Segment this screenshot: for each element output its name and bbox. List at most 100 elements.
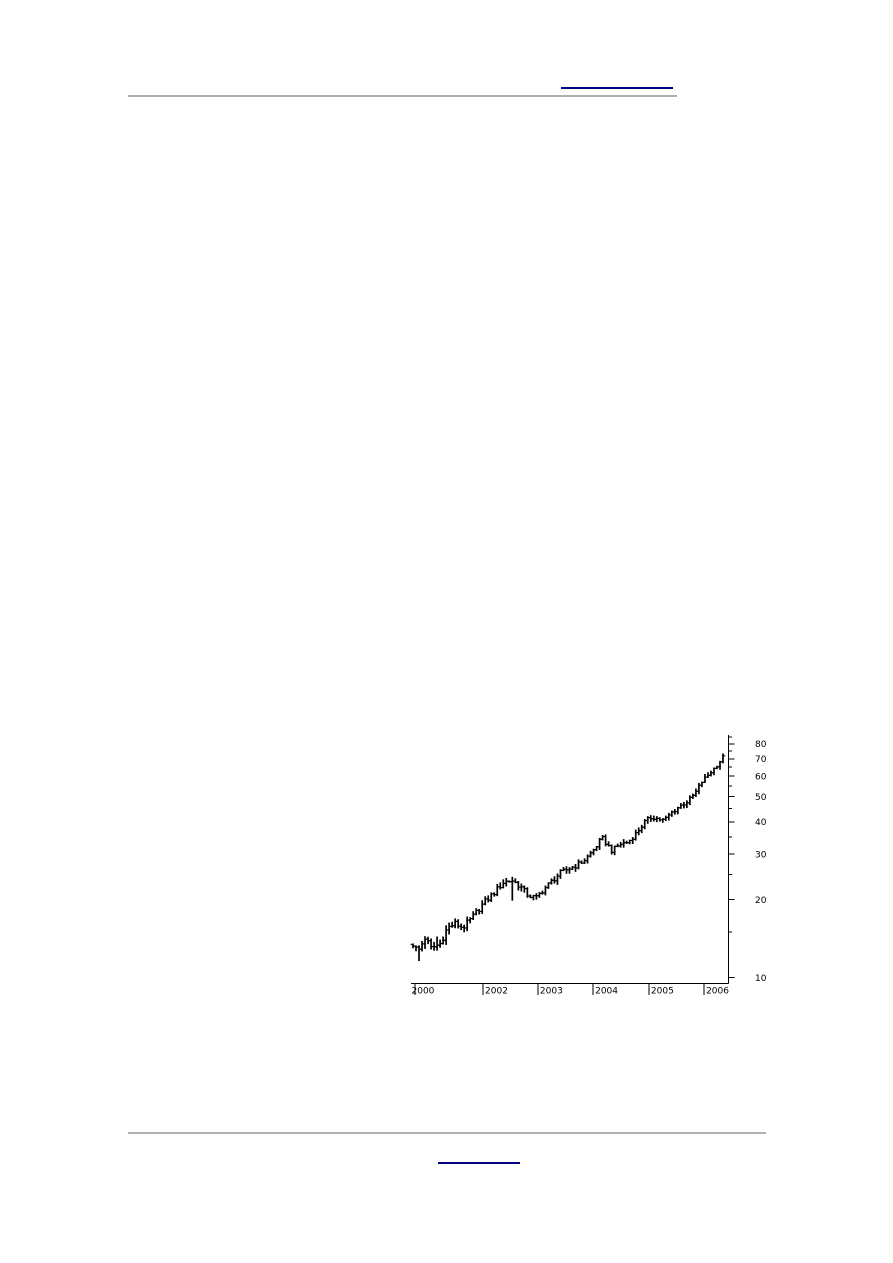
ohlc-open-tick [473,913,476,915]
y-axis-tick-label: 30 [755,850,767,860]
ohlc-open-tick [699,784,702,786]
ohlc-open-tick [494,894,497,896]
ohlc-open-tick [657,817,660,819]
y-axis-tick-label: 60 [755,772,767,782]
ohlc-bar [550,878,553,885]
ohlc-open-tick [588,855,591,857]
ohlc-open-tick [506,880,509,882]
ohlc-bar [430,938,432,950]
ohlc-bar [484,896,487,906]
ohlc-bar [704,774,706,784]
ohlc-open-tick [515,881,518,883]
ohlc-open-tick [543,892,545,894]
ohlc-bar [631,836,634,845]
ohlc-open-tick [663,818,666,820]
ohlc-bar [628,839,631,845]
header-rule [128,95,677,97]
ohlc-open-tick [530,896,533,899]
ohlc-open-tick [527,895,530,897]
ohlc-bar [493,892,496,897]
ohlc-open-tick [642,826,645,828]
ohlc-open-tick [693,794,696,796]
ohlc-bar [622,839,625,848]
ohlc-bar [517,880,520,891]
ohlc-open-tick [705,776,708,778]
ohlc-bar [580,860,583,864]
ohlc-open-tick [552,879,554,881]
ohlc-open-tick [555,880,557,882]
ohlc-open-tick [437,944,440,946]
ohlc-open-tick [443,939,446,941]
ohlc-bar [601,835,604,841]
ohlc-open-tick [600,838,603,840]
ohlc-open-tick [687,802,690,804]
ohlc-bar [502,879,505,889]
ohlc-bar [556,873,559,885]
ohlc-bar [680,803,682,809]
header-link[interactable] [561,87,673,89]
ohlc-open-tick [714,767,717,769]
ohlc-bar [646,816,649,824]
x-axis-tick-label: 2002 [485,987,508,997]
ohlc-bar [664,815,667,822]
ohlc-bar [586,854,589,864]
ohlc-bar [658,817,661,822]
ohlc-open-tick [452,925,455,927]
ohlc-open-tick [636,832,639,834]
ohlc-bar [445,925,447,945]
ohlc-bar [460,923,463,931]
ohlc-bar [637,827,640,836]
ohlc-bar [689,795,691,806]
ohlc-bar [698,782,700,795]
ohlc-open-tick [458,925,461,927]
ohlc-open-tick [410,943,413,945]
ohlc-open-tick [585,860,588,862]
ohlc-bar [496,883,499,897]
ohlc-open-tick [720,761,723,763]
ohlc-bar [514,878,517,884]
ohlc-bar [673,809,676,815]
ohlc-open-tick [521,886,524,888]
ohlc-open-tick [645,819,648,822]
ohlc-bar [616,843,619,848]
ohlc-bar [448,922,450,935]
ohlc-open-tick [633,838,636,840]
ohlc-bar [677,806,679,815]
ohlc-bar [595,845,598,852]
ohlc-bar [472,911,475,921]
ohlc-open-tick [612,851,615,853]
x-axis-tick-label: 2000 [412,987,435,997]
ohlc-bar [424,936,426,949]
ohlc-open-tick [561,869,563,872]
ohlc-open-tick [564,868,566,870]
ohlc-bar [604,834,607,847]
ohlc-open-tick [627,842,630,844]
ohlc-open-tick [684,804,687,806]
ohlc-open-tick [675,811,678,813]
ohlc-bar [520,883,523,892]
ohlc-open-tick [425,938,428,940]
ohlc-open-tick [455,920,458,922]
ohlc-open-tick [537,895,539,897]
ohlc-bar [511,876,514,901]
ohlc-open-tick [558,875,560,877]
y-axis-tick-label: 20 [755,896,767,906]
ohlc-bar [686,800,688,809]
ohlc-bar [490,892,493,902]
footer-link[interactable] [438,1162,520,1164]
ohlc-open-tick [570,868,573,870]
ohlc-open-tick [416,946,419,948]
y-axis-tick-label: 40 [755,818,767,828]
ohlc-bar [454,918,456,929]
ohlc-open-tick [488,899,491,901]
x-axis-tick-label: 2005 [651,987,674,997]
ohlc-open-tick [485,898,488,900]
ohlc-bar [667,812,670,821]
ohlc-bar [538,892,541,898]
ohlc-open-tick [702,781,705,783]
ohlc-bar [670,810,673,817]
ohlc-open-tick [615,845,618,847]
ohlc-open-tick [509,881,512,883]
